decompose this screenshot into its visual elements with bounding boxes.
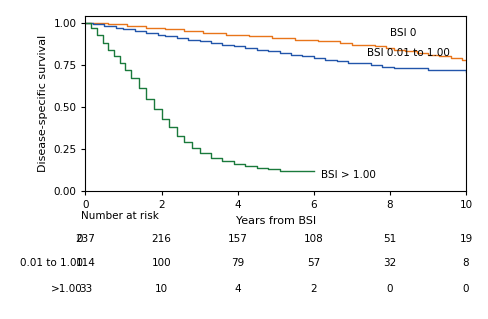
Text: 8: 8	[463, 258, 469, 268]
Text: 237: 237	[76, 234, 95, 244]
Text: BSI 0: BSI 0	[390, 28, 416, 38]
Text: 0: 0	[386, 284, 393, 294]
Text: 33: 33	[79, 284, 92, 294]
Text: 157: 157	[228, 234, 247, 244]
Text: 10: 10	[155, 284, 168, 294]
Text: 4: 4	[234, 284, 241, 294]
Text: 100: 100	[152, 258, 171, 268]
Y-axis label: Disease-specific survival: Disease-specific survival	[38, 35, 48, 172]
Text: 114: 114	[76, 258, 95, 268]
Text: 79: 79	[231, 258, 244, 268]
Text: 0.01 to 1.00: 0.01 to 1.00	[20, 258, 83, 268]
Text: 57: 57	[307, 258, 321, 268]
Text: 0: 0	[463, 284, 469, 294]
Text: 32: 32	[383, 258, 397, 268]
Text: 0: 0	[77, 234, 83, 244]
Text: BSI 0.01 to 1.00: BSI 0.01 to 1.00	[367, 48, 450, 58]
Text: BSI > 1.00: BSI > 1.00	[322, 169, 376, 180]
Text: 108: 108	[304, 234, 324, 244]
Text: Number at risk: Number at risk	[81, 211, 159, 220]
Text: 19: 19	[459, 234, 473, 244]
Text: 2: 2	[310, 284, 317, 294]
Text: 51: 51	[383, 234, 397, 244]
Text: >1.00: >1.00	[51, 284, 83, 294]
X-axis label: Years from BSI: Years from BSI	[236, 216, 316, 226]
Text: 216: 216	[152, 234, 171, 244]
